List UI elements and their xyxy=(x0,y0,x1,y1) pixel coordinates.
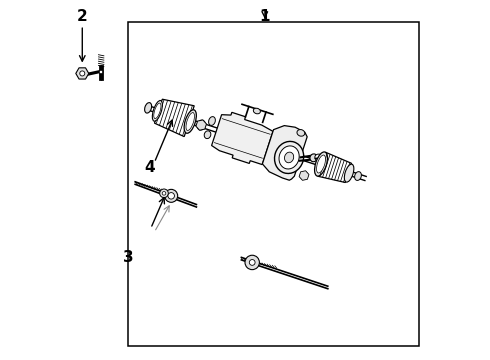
Polygon shape xyxy=(212,112,273,165)
Ellipse shape xyxy=(315,154,324,162)
Polygon shape xyxy=(299,171,309,180)
Ellipse shape xyxy=(344,164,354,182)
Circle shape xyxy=(160,189,169,198)
Circle shape xyxy=(80,71,85,76)
Text: 3: 3 xyxy=(122,250,133,265)
Circle shape xyxy=(162,192,166,195)
Circle shape xyxy=(249,260,255,265)
Text: 1: 1 xyxy=(260,9,270,24)
Circle shape xyxy=(245,255,259,270)
Polygon shape xyxy=(318,152,351,183)
Ellipse shape xyxy=(184,110,196,133)
Text: 2: 2 xyxy=(77,9,88,24)
Ellipse shape xyxy=(300,172,308,180)
Ellipse shape xyxy=(197,120,205,130)
Polygon shape xyxy=(196,120,206,130)
Ellipse shape xyxy=(285,152,294,163)
Bar xyxy=(128,22,419,346)
Ellipse shape xyxy=(154,103,161,118)
Ellipse shape xyxy=(209,117,216,125)
Ellipse shape xyxy=(186,113,195,130)
Text: 4: 4 xyxy=(144,160,155,175)
Ellipse shape xyxy=(355,172,362,180)
Circle shape xyxy=(165,189,178,202)
Polygon shape xyxy=(76,68,89,79)
Ellipse shape xyxy=(279,146,299,169)
Ellipse shape xyxy=(145,103,151,113)
Polygon shape xyxy=(263,126,307,180)
Ellipse shape xyxy=(152,100,162,121)
Ellipse shape xyxy=(253,108,260,114)
Ellipse shape xyxy=(310,154,317,162)
Ellipse shape xyxy=(297,130,305,136)
Ellipse shape xyxy=(317,155,325,173)
Circle shape xyxy=(99,70,103,74)
Ellipse shape xyxy=(315,152,327,176)
Circle shape xyxy=(168,193,174,199)
Ellipse shape xyxy=(274,141,304,174)
Polygon shape xyxy=(154,99,194,136)
Ellipse shape xyxy=(204,131,211,139)
